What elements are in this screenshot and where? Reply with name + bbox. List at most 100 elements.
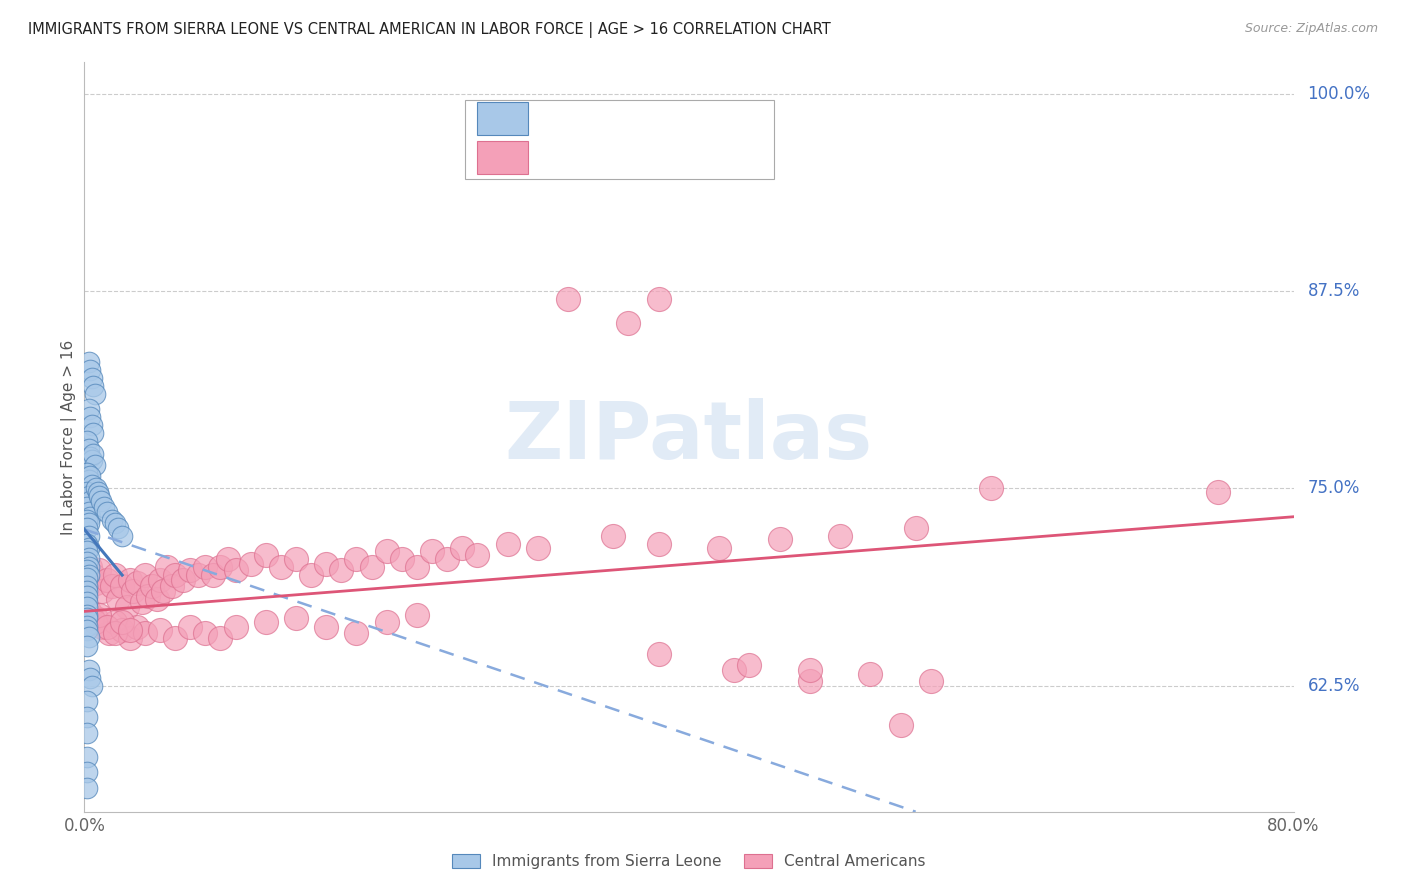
Point <box>96 573 118 587</box>
Point <box>111 529 134 543</box>
Point <box>127 620 149 634</box>
Point <box>890 718 912 732</box>
Point <box>97 626 120 640</box>
Point <box>121 583 143 598</box>
Point <box>406 560 429 574</box>
Point <box>467 548 489 562</box>
Point <box>79 560 101 574</box>
Point <box>76 521 98 535</box>
Point <box>79 468 101 483</box>
Point <box>76 513 98 527</box>
Point <box>76 618 98 632</box>
Point <box>100 513 122 527</box>
Point <box>76 556 98 570</box>
Point <box>315 557 337 571</box>
Point <box>77 402 100 417</box>
Point <box>76 610 98 624</box>
Point <box>648 292 671 306</box>
Point <box>920 673 942 688</box>
Point <box>131 595 153 609</box>
Point <box>84 458 107 472</box>
Point <box>79 450 101 464</box>
Point <box>709 541 731 556</box>
Point <box>79 509 101 524</box>
Point <box>156 560 179 574</box>
Point <box>80 679 103 693</box>
Point <box>93 500 115 515</box>
Point <box>360 560 382 574</box>
Point <box>127 576 149 591</box>
Point <box>82 447 104 461</box>
Text: N = 68: N = 68 <box>665 111 723 126</box>
Point <box>80 371 103 385</box>
Point <box>118 624 141 638</box>
Point <box>738 658 761 673</box>
Point <box>904 521 927 535</box>
Point <box>799 673 821 688</box>
Point <box>799 663 821 677</box>
Point <box>194 560 217 574</box>
Point <box>84 615 107 630</box>
Point <box>100 579 122 593</box>
Point <box>270 560 292 574</box>
Point <box>254 548 277 562</box>
Point <box>648 536 671 550</box>
Point <box>86 481 108 495</box>
Point <box>82 568 104 582</box>
Point <box>285 610 308 624</box>
Point <box>77 550 100 565</box>
Point <box>77 474 100 488</box>
Point <box>104 626 127 640</box>
Point <box>76 765 98 780</box>
Point <box>91 583 114 598</box>
Point <box>96 505 118 519</box>
Point <box>86 610 108 624</box>
Text: 100.0%: 100.0% <box>1308 85 1371 103</box>
Point <box>82 379 104 393</box>
Point <box>179 563 201 577</box>
Point <box>77 489 100 503</box>
Point <box>602 529 624 543</box>
Text: 87.5%: 87.5% <box>1308 282 1360 301</box>
Point <box>104 516 127 530</box>
Point <box>315 620 337 634</box>
Point <box>111 624 134 638</box>
Point <box>76 595 98 609</box>
Point <box>89 607 111 622</box>
Point <box>77 505 100 519</box>
Point <box>80 610 103 624</box>
Point <box>76 607 98 622</box>
Point <box>79 671 101 685</box>
Point <box>346 552 368 566</box>
Point <box>76 536 98 550</box>
Point <box>134 568 156 582</box>
Point <box>76 624 98 638</box>
Point <box>76 639 98 653</box>
Text: 75.0%: 75.0% <box>1308 479 1360 498</box>
Text: N = 97: N = 97 <box>665 150 723 165</box>
Point <box>118 573 141 587</box>
Point <box>77 630 100 644</box>
Point <box>239 557 262 571</box>
Point <box>76 434 98 448</box>
Point <box>149 624 172 638</box>
Point <box>80 453 103 467</box>
Point <box>1206 484 1229 499</box>
Point <box>90 494 112 508</box>
Point <box>82 426 104 441</box>
Point <box>76 726 98 740</box>
Point <box>375 544 398 558</box>
Point <box>648 647 671 661</box>
Point <box>77 442 100 456</box>
Point <box>89 563 111 577</box>
Point <box>980 481 1002 495</box>
Point <box>76 500 98 515</box>
Point <box>141 579 163 593</box>
Point <box>104 615 127 630</box>
Point <box>201 568 224 582</box>
Point <box>391 552 413 566</box>
Point <box>420 544 443 558</box>
Point <box>77 541 100 556</box>
Text: Source: ZipAtlas.com: Source: ZipAtlas.com <box>1244 22 1378 36</box>
Point <box>194 626 217 640</box>
